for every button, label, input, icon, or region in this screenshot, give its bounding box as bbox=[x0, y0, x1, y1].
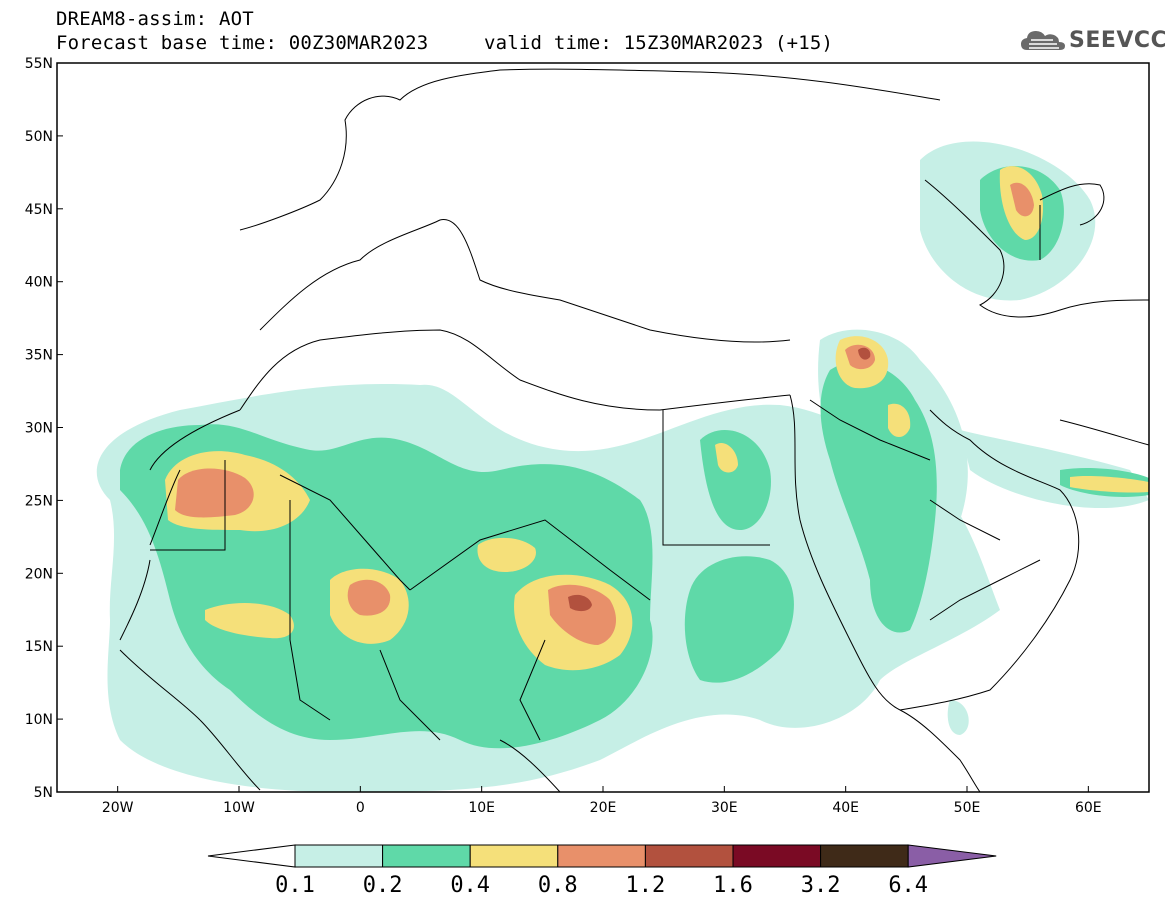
lat-tick-label: 40N bbox=[25, 275, 53, 291]
colorbar-segment bbox=[294, 844, 384, 868]
colorbar-segment bbox=[382, 844, 471, 868]
chart-title: DREAM8-assim: AOT bbox=[56, 8, 254, 30]
x-axis: 20W 10W 0 10E 20E 30E 40E 50E 60E bbox=[102, 786, 1102, 816]
colorbar-segment bbox=[820, 844, 909, 868]
coastlines-borders bbox=[119, 68, 1149, 792]
y-axis: 55N 50N 45N 40N 35N 30N 25N 20N 15N 10N 5N bbox=[25, 56, 63, 801]
lat-tick-label: 25N bbox=[25, 493, 53, 509]
colorbar-segment bbox=[557, 844, 646, 868]
colorbar-label: 0.1 bbox=[275, 873, 315, 898]
lon-tick-label: 10E bbox=[468, 800, 495, 816]
lat-tick-label: 35N bbox=[25, 348, 53, 364]
lon-tick-label: 20E bbox=[590, 800, 617, 816]
lon-tick-label: 30E bbox=[711, 800, 738, 816]
colorbar: 0.1 0.2 0.4 0.8 1.2 1.6 3.2 6.4 bbox=[207, 844, 997, 898]
lat-tick-label: 45N bbox=[25, 202, 53, 218]
lat-tick-label: 55N bbox=[25, 56, 53, 72]
lon-tick-label: 60E bbox=[1075, 800, 1102, 816]
colorbar-label: 3.2 bbox=[801, 873, 841, 898]
colorbar-label: 6.4 bbox=[888, 873, 928, 898]
lon-tick-label: 50E bbox=[954, 800, 981, 816]
colorbar-under-arrow bbox=[207, 844, 296, 868]
lon-tick-label: 10W bbox=[223, 800, 255, 816]
lat-tick-label: 5N bbox=[34, 785, 53, 801]
seevccc-logo: SEEVCCC bbox=[1019, 26, 1165, 56]
logo-text: SEEVCCC bbox=[1069, 28, 1165, 53]
colorbar-label: 0.4 bbox=[450, 873, 490, 898]
aot-field bbox=[96, 141, 1149, 792]
colorbar-label: 0.2 bbox=[363, 873, 403, 898]
lat-tick-label: 15N bbox=[25, 639, 53, 655]
valid-time: valid time: 15Z30MAR2023 (+15) bbox=[484, 32, 834, 54]
lat-tick-label: 30N bbox=[25, 421, 53, 437]
colorbar-segment bbox=[732, 844, 822, 868]
colorbar-segment bbox=[644, 844, 734, 868]
lon-tick-label: 40E bbox=[832, 800, 859, 816]
lon-tick-label: 0 bbox=[356, 800, 365, 816]
aot-level-0.8 bbox=[175, 182, 1034, 645]
colorbar-label: 1.2 bbox=[626, 873, 666, 898]
cloud-icon bbox=[1021, 31, 1065, 50]
lat-tick-label: 10N bbox=[25, 712, 53, 728]
colorbar-label: 1.6 bbox=[713, 873, 753, 898]
colorbar-segment bbox=[469, 844, 559, 868]
forecast-base-time: Forecast base time: 00Z30MAR2023 bbox=[56, 32, 429, 54]
colorbar-over-arrow bbox=[907, 844, 997, 868]
lat-tick-label: 20N bbox=[25, 566, 53, 582]
aot-level-1.2 bbox=[568, 347, 871, 612]
lat-tick-label: 50N bbox=[25, 129, 53, 145]
lon-tick-label: 20W bbox=[102, 800, 134, 816]
colorbar-label: 0.8 bbox=[538, 873, 578, 898]
